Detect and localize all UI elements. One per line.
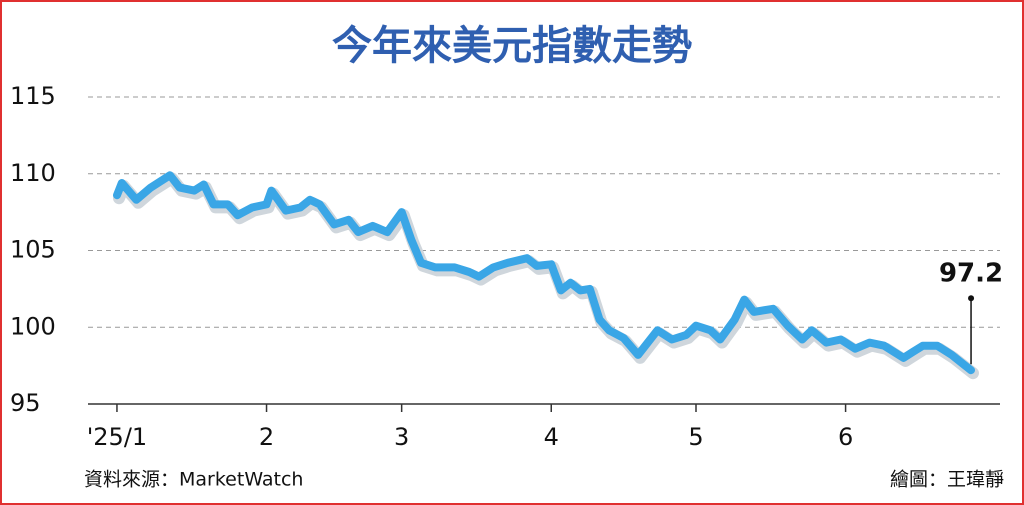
y-tick-label: 100 — [10, 312, 56, 340]
line — [113, 171, 975, 375]
y-tick-label: 105 — [10, 236, 56, 264]
y-tick-label: 95 — [10, 389, 41, 417]
credit: 繪圖：王瑋靜 — [890, 469, 1004, 491]
chart-title: 今年來美元指數走勢 — [332, 23, 692, 69]
x-tick-label: 5 — [688, 423, 703, 451]
x-tick-label: 2 — [259, 423, 274, 451]
x-tick-label: '25/1 — [87, 423, 148, 451]
y-tick-label: 110 — [10, 159, 56, 187]
x-tick-label: 4 — [544, 423, 559, 451]
annotation-dot — [968, 295, 975, 302]
source: 資料來源：MarketWatch — [84, 469, 303, 491]
annotation: 97.2 — [939, 259, 1003, 289]
x-tick-label: 3 — [394, 423, 409, 451]
y-tick-label: 115 — [10, 82, 56, 110]
x-tick-label: 6 — [838, 423, 853, 451]
